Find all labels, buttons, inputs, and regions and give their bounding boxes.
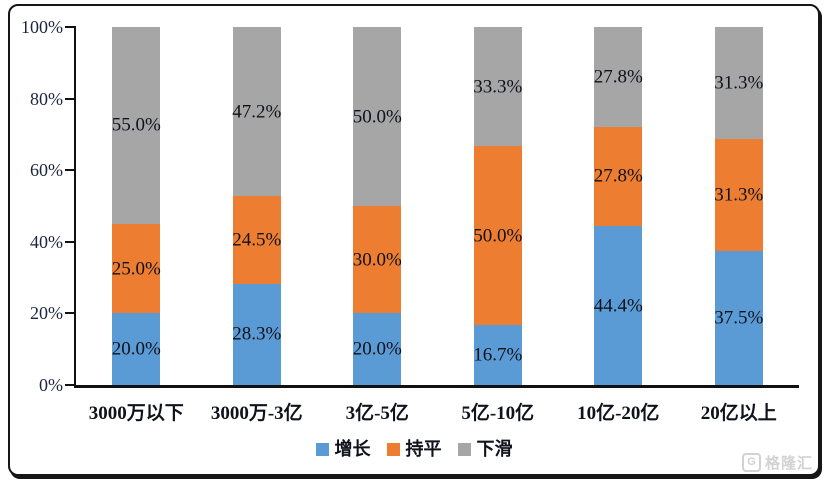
legend-item-持平: 持平 xyxy=(386,439,442,459)
x-category-label-4: 5亿-10亿 xyxy=(461,403,535,424)
legend-swatch-icon xyxy=(457,442,471,456)
bar-segment-下滑 xyxy=(473,27,522,147)
y-axis-tick xyxy=(65,240,74,243)
bar-stack: 20.0% 30.0% 50.0% xyxy=(352,27,402,385)
y-axis-tick xyxy=(65,169,74,172)
bar-column-2: 28.3% 24.5% 47.2% xyxy=(197,27,318,385)
data-label: 20.0% xyxy=(352,338,402,360)
bar-segment-下滑 xyxy=(112,27,161,224)
legend-item-增长: 增长 xyxy=(315,439,371,459)
bar-segment-下滑 xyxy=(353,27,402,206)
y-axis-tick xyxy=(65,26,74,28)
x-category-label-5: 10亿-20亿 xyxy=(577,403,660,424)
watermark-text: 格隆汇 xyxy=(764,456,813,472)
bar-segment-持平 xyxy=(112,223,161,314)
bar-column-5: 44.4% 27.8% 27.8% xyxy=(558,27,679,385)
legend-swatch-icon xyxy=(386,442,400,456)
bar-column-6: 37.5% 31.3% 31.3% xyxy=(679,27,800,385)
bar-column-1: 20.0% 25.0% 55.0% xyxy=(76,27,197,385)
bar-segment-增长 xyxy=(594,226,643,385)
data-label: 28.3% xyxy=(232,323,282,345)
bar-segment-持平 xyxy=(232,195,281,284)
bar-stack: 28.3% 24.5% 47.2% xyxy=(232,27,282,385)
bar-stack: 44.4% 27.8% 27.8% xyxy=(593,27,643,385)
data-label: 50.0% xyxy=(473,225,523,247)
legend-label: 下滑 xyxy=(476,439,513,459)
legend-swatch-icon xyxy=(315,442,329,456)
data-label: 20.0% xyxy=(111,338,161,360)
y-axis-tick-label: 80% xyxy=(30,88,63,109)
bar-segment-增长 xyxy=(112,313,161,385)
legend-label: 持平 xyxy=(405,439,442,459)
y-axis-line xyxy=(74,26,76,385)
legend-item-下滑: 下滑 xyxy=(457,439,513,459)
bar-segment-增长 xyxy=(714,250,763,385)
data-label: 55.0% xyxy=(111,114,161,136)
y-axis-tick xyxy=(65,312,74,315)
x-category-label-2: 3000万-3亿 xyxy=(210,403,303,424)
data-label: 30.0% xyxy=(352,249,402,271)
data-label: 47.2% xyxy=(232,101,282,122)
legend-label: 增长 xyxy=(334,439,371,459)
x-category-label-3: 3亿-5亿 xyxy=(345,403,409,424)
bar-segment-增长 xyxy=(353,313,402,385)
bar-segment-下滑 xyxy=(594,27,643,127)
bar-segment-下滑 xyxy=(232,27,281,196)
x-category-label-1: 3000万以下 xyxy=(88,403,184,424)
data-label: 16.7% xyxy=(473,344,523,366)
gelonghui-logo-icon: G xyxy=(741,453,761,472)
bar-segment-持平 xyxy=(714,138,763,251)
bars-container: 20.0% 25.0% 55.0% 28.3% 24.5% 47.2% 20.0% 30.0%… xyxy=(76,27,799,385)
data-label: 50.0% xyxy=(352,106,402,127)
bar-segment-下滑 xyxy=(714,27,763,139)
bar-stack: 16.7% 50.0% 33.3% xyxy=(473,27,523,385)
data-label: 33.3% xyxy=(473,76,523,98)
bar-segment-持平 xyxy=(473,146,522,326)
bar-segment-增长 xyxy=(473,325,522,385)
y-axis-tick-label: 100% xyxy=(21,17,63,37)
bar-column-3: 20.0% 30.0% 50.0% xyxy=(317,27,438,385)
x-axis-category-labels: 3000万以下 3000万-3亿 3亿-5亿 5亿-10亿 10亿-20亿 20亿以上 xyxy=(76,398,799,425)
bar-segment-持平 xyxy=(594,126,643,227)
data-label: 24.5% xyxy=(232,229,282,251)
data-label: 31.3% xyxy=(714,72,764,94)
gelonghui-watermark: G 格隆汇 xyxy=(741,452,813,473)
data-label: 44.4% xyxy=(593,295,643,317)
plot-area: 20.0% 25.0% 55.0% 28.3% 24.5% 47.2% 20.0% 30.0%… xyxy=(21,18,799,394)
bar-segment-持平 xyxy=(353,206,402,314)
chart-legend: 增长 持平 下滑 xyxy=(10,440,818,458)
x-axis-line xyxy=(74,385,799,388)
data-label: 31.3% xyxy=(714,184,764,206)
bar-segment-增长 xyxy=(232,283,281,385)
data-label: 25.0% xyxy=(111,258,161,280)
bar-stack: 37.5% 31.3% 31.3% xyxy=(714,27,764,385)
x-category-label-6: 20亿以上 xyxy=(700,403,777,424)
y-axis-tick xyxy=(65,97,74,100)
y-axis-tick xyxy=(65,384,74,386)
bar-column-4: 16.7% 50.0% 33.3% xyxy=(438,27,559,385)
y-axis-tick-label: 20% xyxy=(30,303,63,324)
chart-card: 20.0% 25.0% 55.0% 28.3% 24.5% 47.2% 20.0% 30.0%… xyxy=(8,4,820,476)
y-axis-tick-label: 60% xyxy=(30,160,63,181)
data-label: 37.5% xyxy=(714,307,764,329)
data-label: 27.8% xyxy=(593,66,643,88)
data-label: 27.8% xyxy=(593,165,643,187)
bar-stack: 20.0% 25.0% 55.0% xyxy=(111,27,161,385)
y-axis-tick-label: 0% xyxy=(39,375,63,395)
y-axis-tick-label: 40% xyxy=(30,231,63,252)
